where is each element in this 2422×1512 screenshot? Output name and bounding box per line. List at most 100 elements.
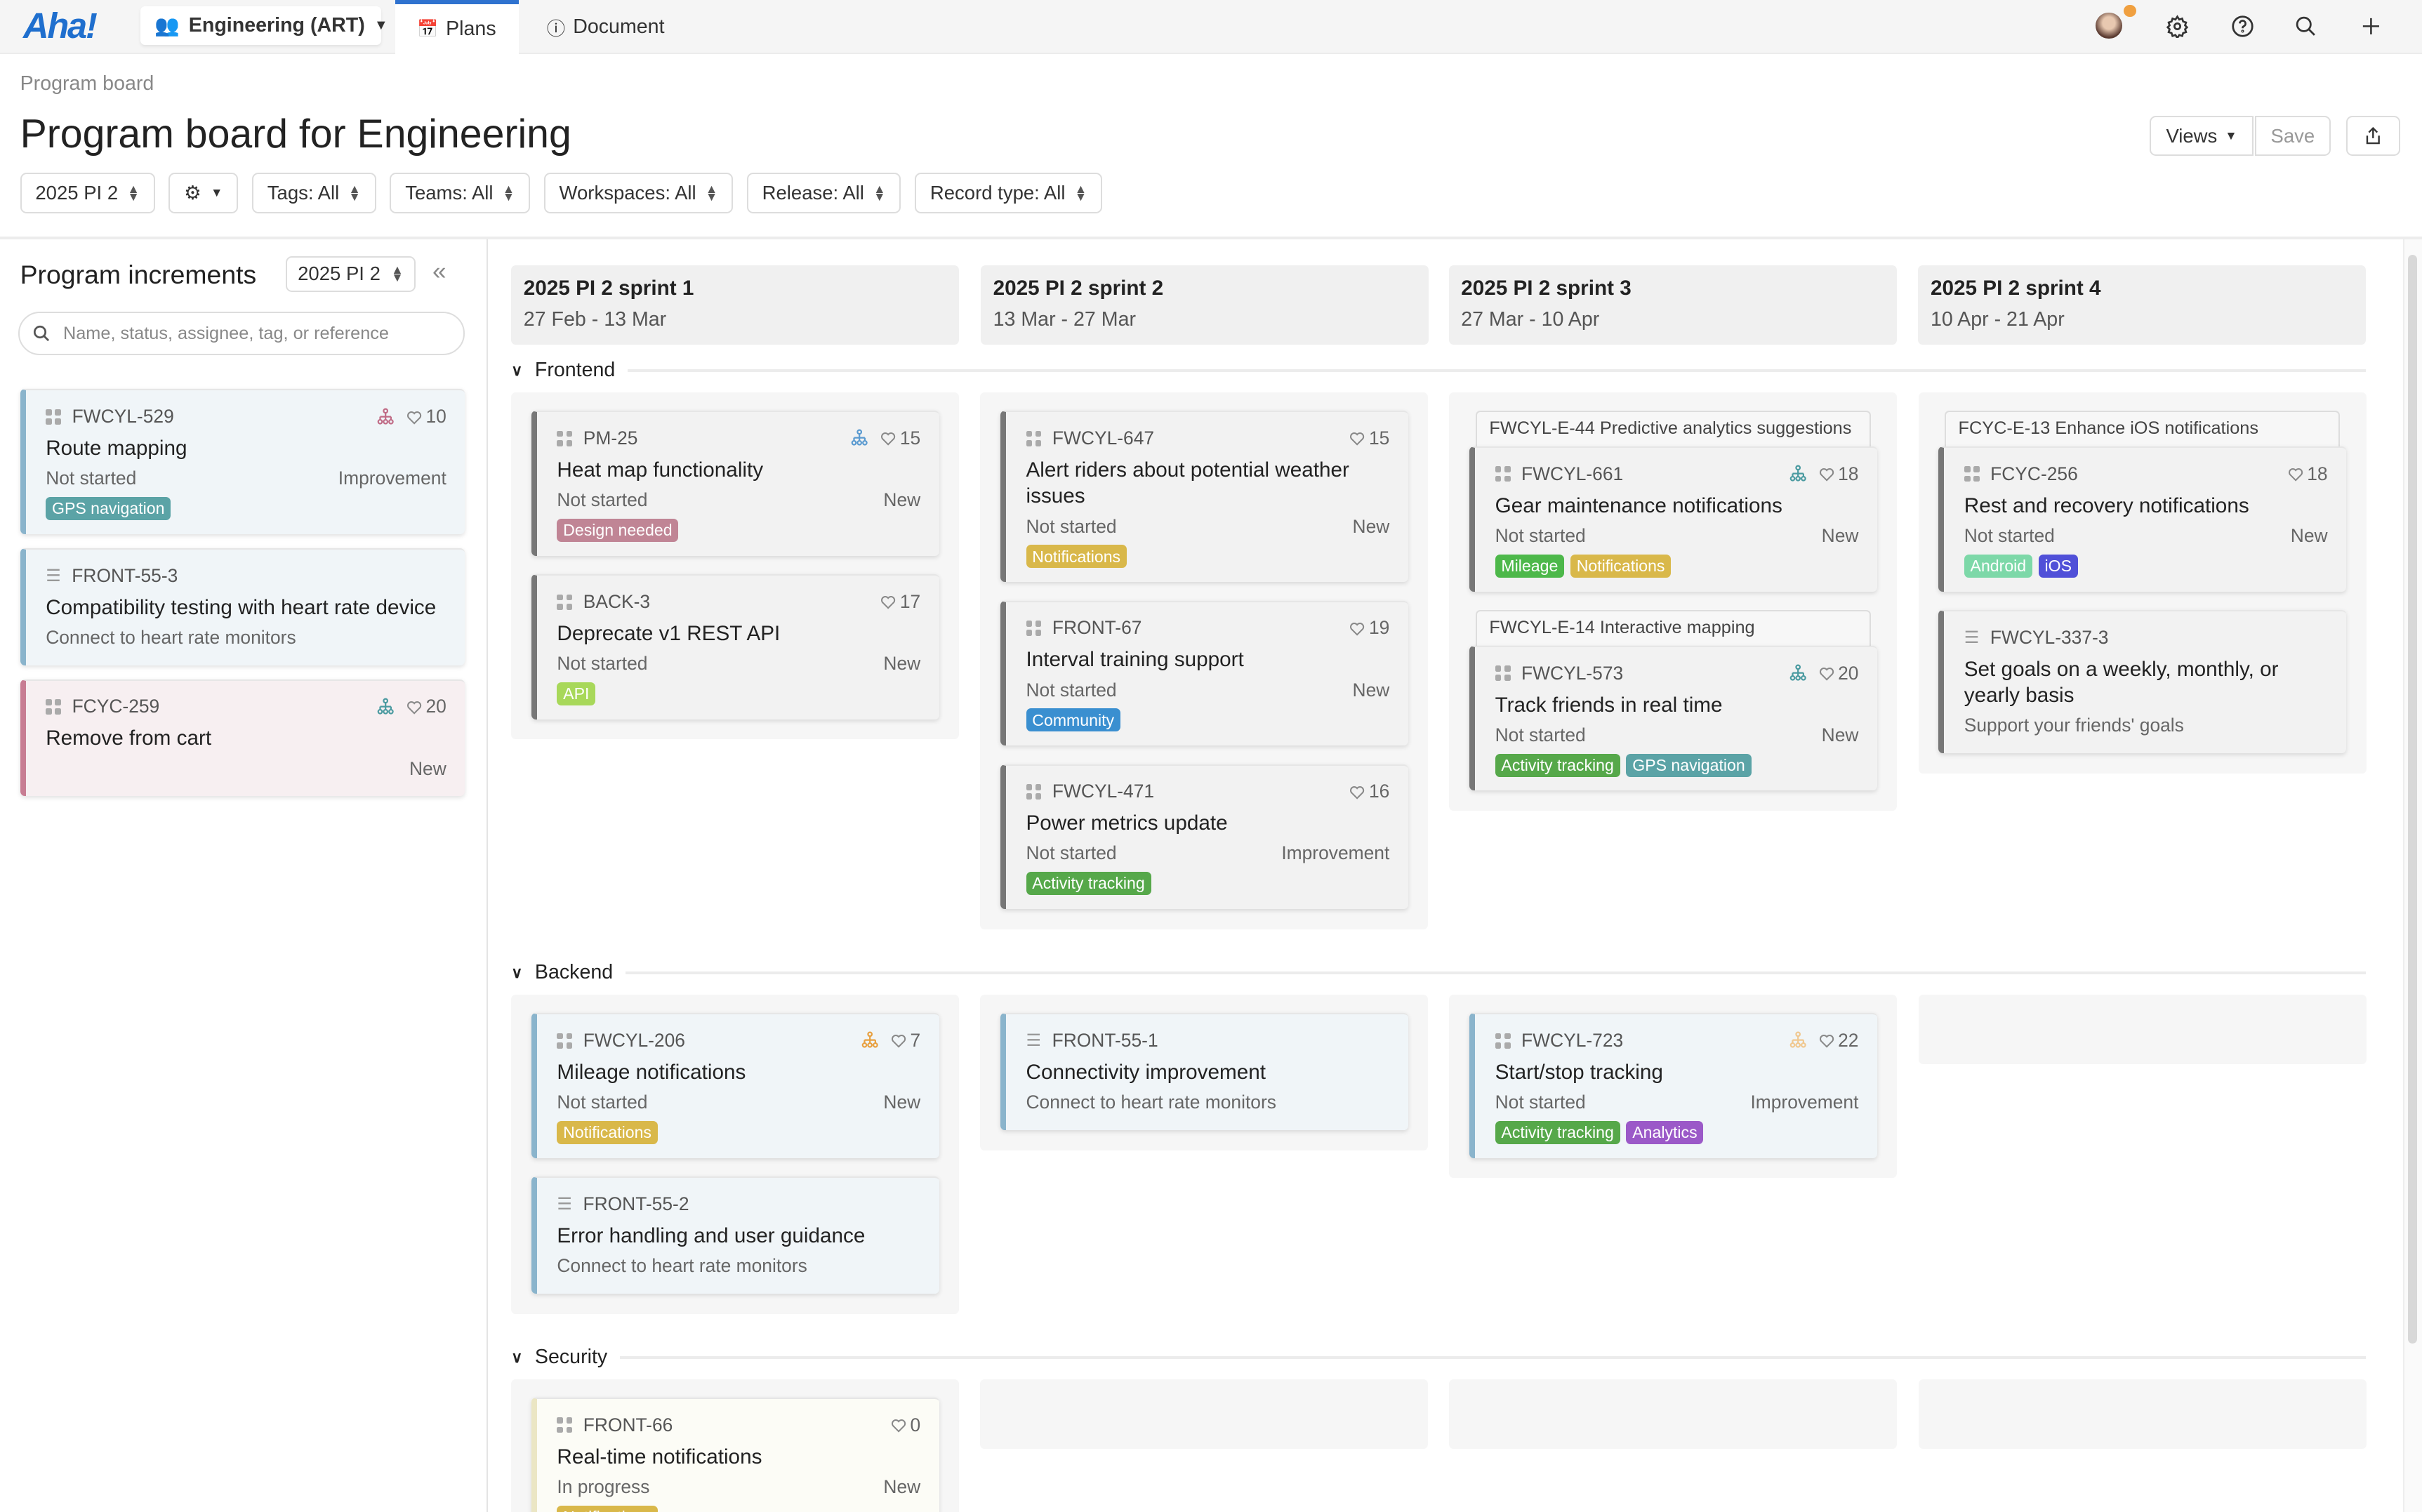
board-cell[interactable]: FCYC-E-13 Enhance iOS notifications FCYC-… [1918, 392, 2367, 774]
record-title[interactable]: Mileage notifications [557, 1060, 746, 1084]
record-card[interactable]: PM-25 15 Heat map functionality Not started… [531, 411, 939, 556]
record-id[interactable]: FWCYL-647 [1052, 427, 1155, 449]
comments-count[interactable]: 0 [890, 1414, 920, 1436]
record-title[interactable]: Gear maintenance notifications [1495, 493, 1782, 517]
scrollbar-thumb[interactable] [2407, 255, 2417, 1344]
increment-select[interactable]: 2025 PI 2 ▲ ▼ [286, 256, 416, 292]
record-title[interactable]: Set goals on a weekly, monthly, or yearl… [1964, 657, 2279, 708]
record-card[interactable]: BACK-3 17 Deprecate v1 REST API Not started… [531, 574, 939, 719]
record-card[interactable]: FWCYL-661 18 Gear maintenance notification… [1469, 446, 1877, 592]
tag[interactable]: GPS navigation [1626, 753, 1752, 777]
record-id[interactable]: BACK-3 [583, 591, 651, 613]
board-cell[interactable] [1918, 994, 2367, 1064]
breadcrumb[interactable]: Program board [20, 72, 154, 95]
record-title[interactable]: Remove from cart [46, 727, 212, 750]
record-title[interactable]: Error handling and user guidance [557, 1223, 866, 1247]
record-title[interactable]: Interval training support [1026, 648, 1244, 672]
tag[interactable]: Mileage [1495, 554, 1565, 578]
group-header[interactable]: ∨ Backend [511, 960, 2367, 985]
record-title[interactable]: Heat map functionality [557, 458, 764, 482]
board-cell[interactable]: FRONT-66 0 Real-time notifications In progr… [511, 1379, 960, 1512]
record-card[interactable]: FWCYL-206 7 Mileage notifications Not start… [531, 1013, 939, 1158]
board-cell[interactable] [980, 1379, 1429, 1449]
sprint-column-header[interactable]: 2025 PI 2 sprint 1 27 Feb - 13 Mar [511, 265, 960, 345]
gear-icon[interactable] [2157, 6, 2197, 46]
tag[interactable]: Activity tracking [1495, 1120, 1620, 1144]
record-card[interactable]: FWCYL-573 20 Track friends in real time Not… [1469, 645, 1877, 791]
record-card[interactable]: FWCYL-471 16 Power metrics update Not start… [1000, 764, 1408, 910]
record-card[interactable]: FRONT-66 0 Real-time notifications In progr… [531, 1397, 939, 1512]
record-id[interactable]: FWCYL-723 [1521, 1030, 1624, 1052]
record-id[interactable]: FRONT-55-3 [72, 564, 178, 586]
filter-2[interactable]: Tags: All ▲ ▼ [251, 173, 376, 213]
comments-count[interactable]: 19 [1349, 617, 1389, 639]
comments-count[interactable]: 7 [890, 1030, 920, 1052]
search-icon[interactable] [2286, 6, 2326, 46]
aha-logo[interactable]: Aha! [23, 5, 98, 46]
filter-6[interactable]: Record type: All ▲ ▼ [915, 173, 1102, 213]
group-header[interactable]: ∨ Frontend [511, 358, 2367, 383]
epic-label[interactable]: FCYC-E-13 Enhance iOS notifications [1944, 411, 2341, 449]
board-cell[interactable]: PM-25 15 Heat map functionality Not started… [511, 392, 960, 740]
sprint-column-header[interactable]: 2025 PI 2 sprint 4 10 Apr - 21 Apr [1918, 265, 2367, 345]
tag[interactable]: Android [1964, 554, 2032, 578]
tag[interactable]: Activity tracking [1026, 872, 1151, 896]
save-button[interactable]: Save [2255, 116, 2331, 157]
epic-label[interactable]: FWCYL-E-44 Predictive analytics suggesti… [1475, 411, 1872, 449]
record-id[interactable]: FCYC-256 [1990, 463, 2078, 484]
tag[interactable]: Notifications [557, 1120, 658, 1144]
comments-count[interactable]: 22 [1818, 1030, 1858, 1052]
filter-4[interactable]: Workspaces: All ▲ ▼ [543, 173, 734, 213]
record-title[interactable]: Real-time notifications [557, 1445, 762, 1468]
dependency-icon[interactable] [376, 408, 395, 426]
record-card[interactable]: FWCYL-723 22 Start/stop tracking Not starte… [1469, 1013, 1877, 1158]
record-card[interactable]: ☰ FRONT-55-2 Error handling and user guida… [531, 1176, 939, 1294]
board-cell[interactable] [1449, 1379, 1898, 1449]
dependency-icon[interactable] [376, 698, 395, 716]
comments-count[interactable]: 10 [406, 406, 446, 427]
record-id[interactable]: FWCYL-337-3 [1990, 626, 2109, 648]
workspace-selector[interactable]: 👥 Engineering (ART) ▼ [140, 6, 388, 45]
comments-count[interactable]: 17 [880, 591, 920, 613]
dependency-icon[interactable] [861, 1031, 879, 1049]
record-card[interactable]: FWCYL-647 15 Alert riders about potential … [1000, 411, 1408, 583]
record-card[interactable]: FCYC-259 20 Remove from cart New [20, 679, 465, 797]
chevron-down-icon[interactable]: ∨ [511, 1348, 523, 1366]
record-id[interactable]: FRONT-67 [1052, 617, 1142, 639]
search-input[interactable]: Name, status, assignee, tag, or referenc… [18, 312, 465, 355]
record-title[interactable]: Track friends in real time [1495, 693, 1723, 717]
tab-document[interactable]: ⓘ Document [525, 0, 686, 54]
chevron-down-icon[interactable]: ∨ [511, 361, 523, 379]
tab-plans[interactable]: 📅 Plans [395, 0, 520, 54]
board-cell[interactable]: FWCYL-647 15 Alert riders about potential … [980, 392, 1429, 929]
board-cell[interactable] [1918, 1379, 2367, 1449]
collapse-icon[interactable]: « [432, 258, 446, 286]
record-card[interactable]: FRONT-67 19 Interval training support Not s… [1000, 600, 1408, 746]
share-button[interactable] [2345, 116, 2400, 157]
record-card[interactable]: FCYC-256 18 Rest and recovery notification… [1938, 446, 2346, 592]
record-id[interactable]: FRONT-66 [583, 1414, 673, 1435]
record-title[interactable]: Power metrics update [1026, 811, 1228, 835]
dependency-icon[interactable] [1789, 1031, 1807, 1049]
record-title[interactable]: Connectivity improvement [1026, 1060, 1266, 1084]
tag[interactable]: Activity tracking [1495, 753, 1620, 777]
sprint-column-header[interactable]: 2025 PI 2 sprint 2 13 Mar - 27 Mar [981, 265, 1429, 345]
tag[interactable]: Notifications [1570, 554, 1672, 578]
views-button[interactable]: Views ▼ [2150, 116, 2254, 157]
record-id[interactable]: FRONT-55-1 [1052, 1030, 1158, 1052]
record-id[interactable]: PM-25 [583, 427, 638, 449]
comments-count[interactable]: 20 [1818, 663, 1858, 684]
record-id[interactable]: FCYC-259 [72, 696, 160, 717]
comments-count[interactable]: 20 [406, 696, 446, 717]
board-cell[interactable]: FWCYL-206 7 Mileage notifications Not start… [511, 994, 960, 1314]
record-id[interactable]: FWCYL-661 [1521, 463, 1624, 484]
record-id[interactable]: FWCYL-471 [1052, 781, 1155, 802]
group-header[interactable]: ∨ Security [511, 1345, 2367, 1370]
filter-5[interactable]: Release: All ▲ ▼ [746, 173, 901, 213]
tag[interactable]: Notifications [557, 1505, 658, 1512]
record-card[interactable]: FWCYL-529 10 Route mapping Not started Impro… [20, 389, 465, 534]
record-card[interactable]: ☰ FRONT-55-3 Compatibility testing with he… [20, 548, 465, 665]
board-cell[interactable]: ☰ FRONT-55-1 Connectivity improvement Conne… [980, 994, 1429, 1150]
avatar[interactable] [2096, 12, 2122, 39]
record-title[interactable]: Route mapping [46, 437, 187, 460]
